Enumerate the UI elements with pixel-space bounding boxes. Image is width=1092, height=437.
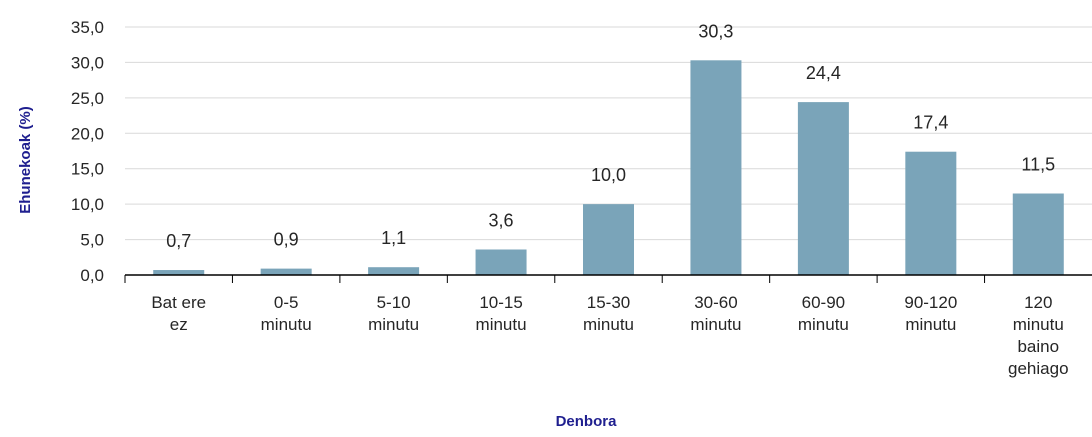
bar xyxy=(690,60,742,275)
y-tick-label: 25,0 xyxy=(71,89,104,108)
data-label: 10,0 xyxy=(591,165,626,185)
y-tick-label: 10,0 xyxy=(71,195,104,214)
gridlines xyxy=(125,26,1092,241)
data-label: 11,5 xyxy=(1021,155,1055,175)
bar xyxy=(475,249,527,275)
x-category-label: 5-10 minutu xyxy=(368,293,419,334)
bar xyxy=(797,102,849,275)
x-category-label: 10-15 minutu xyxy=(476,293,527,334)
data-label: 24,4 xyxy=(806,63,841,83)
bars xyxy=(153,60,1064,275)
bar xyxy=(368,267,420,275)
x-category-label: 90-120 minutu xyxy=(904,293,957,334)
data-label: 0,7 xyxy=(166,231,191,251)
y-tick-label: 35,0 xyxy=(71,18,104,37)
x-category-label: 30-60 minutu xyxy=(690,293,741,334)
data-label: 0,9 xyxy=(274,230,299,250)
y-axis-ticks: 0,0 5,0 10,0 15,0 20,0 25,0 30,0 35,0 xyxy=(71,18,104,285)
y-axis-title: Ehunekoak (%) xyxy=(17,106,34,214)
data-labels: 0,7 0,9 1,1 3,6 10,0 30,3 24,4 17,4 11,5 xyxy=(166,21,1055,251)
bar xyxy=(1012,193,1064,275)
bar xyxy=(260,268,312,275)
x-axis-title: Denbora xyxy=(556,413,618,430)
x-category-label: Bat ere ez xyxy=(151,293,206,334)
data-label: 3,6 xyxy=(489,210,514,230)
y-tick-label: 30,0 xyxy=(71,53,104,72)
y-tick-label: 5,0 xyxy=(80,231,104,250)
x-category-label: 15-30 minutu xyxy=(583,293,634,334)
data-label: 17,4 xyxy=(913,113,948,133)
x-category-label: 120 minutu baino gehiago xyxy=(1008,293,1069,378)
bar xyxy=(583,204,634,275)
y-tick-label: 15,0 xyxy=(71,160,104,179)
bar xyxy=(905,151,957,275)
bar xyxy=(153,270,205,275)
data-label: 1,1 xyxy=(381,228,406,248)
x-category-label: 0-5 minutu xyxy=(261,293,312,334)
x-category-label: 60-90 minutu xyxy=(798,293,849,334)
y-tick-label: 20,0 xyxy=(71,124,104,143)
x-axis-categories: Bat ere ez 0-5 minutu 5-10 minutu 10-15 minutu 1… xyxy=(151,293,1068,378)
axes xyxy=(124,274,1092,283)
data-label: 30,3 xyxy=(698,21,733,41)
y-tick-label: 0,0 xyxy=(80,266,104,285)
